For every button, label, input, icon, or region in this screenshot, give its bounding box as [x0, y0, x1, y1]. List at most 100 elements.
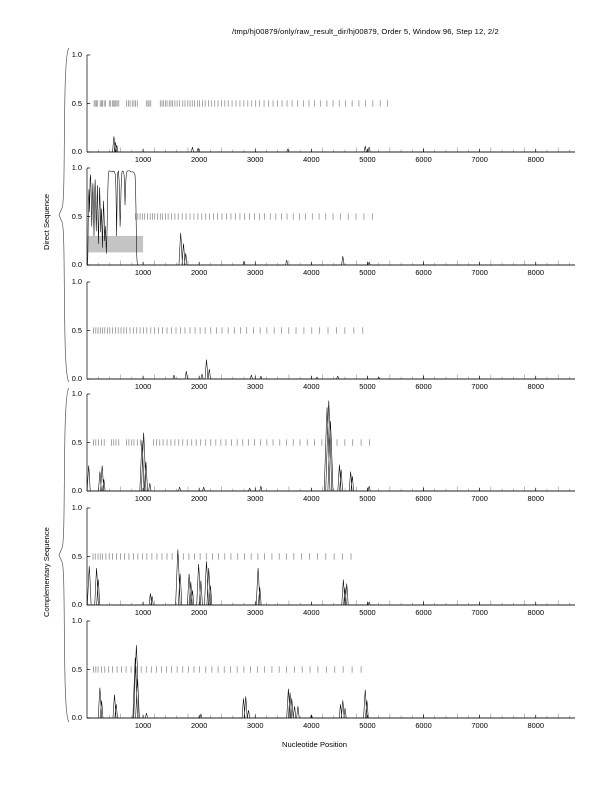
x-tick-label: 6000	[415, 155, 432, 164]
x-tick-label: 8000	[527, 268, 544, 277]
axis-spines	[86, 621, 575, 719]
x-tick-label: 3000	[247, 494, 264, 503]
x-tick-label: 8000	[527, 382, 544, 391]
x-tick-label: 2000	[190, 268, 208, 277]
x-axis-ticks	[142, 487, 537, 491]
data-trace	[87, 644, 575, 719]
x-tick-label: 5000	[359, 608, 376, 617]
x-tick-label: 4000	[303, 494, 320, 503]
data-trace	[87, 549, 575, 606]
y-tick-label: 0.0	[71, 486, 82, 495]
y-tick-label: 1.0	[71, 503, 82, 512]
axis-spines	[86, 394, 575, 492]
x-tick-label: 4000	[303, 268, 320, 277]
baseline-minor-ticks	[97, 260, 570, 265]
y-axis-ticks	[87, 167, 91, 266]
x-tick-label: 6000	[415, 268, 432, 277]
y-tick-label: 1.0	[71, 616, 82, 625]
y-axis-ticks	[87, 281, 91, 380]
axis-spines	[86, 168, 575, 266]
x-tick-label: 2000	[190, 721, 208, 730]
x-axis-ticks	[142, 148, 537, 152]
y-tick-label: 0.0	[71, 374, 82, 383]
x-tick-label: 5000	[359, 155, 376, 164]
x-tick-label: 7000	[471, 494, 488, 503]
axis-spines	[86, 508, 575, 606]
x-tick-label: 1000	[134, 155, 152, 164]
x-tick-label: 8000	[527, 721, 544, 730]
figure-title: /tmp/hj00879/only/raw_result_dir/hj00879…	[232, 27, 499, 36]
x-tick-label: 8000	[527, 155, 544, 164]
baseline-minor-ticks	[97, 374, 570, 379]
x-tick-label: 3000	[247, 155, 264, 164]
x-tick-label: 3000	[247, 608, 264, 617]
x-tick-label: 6000	[415, 608, 432, 617]
x-tick-label: 7000	[471, 608, 488, 617]
y-tick-label: 1.0	[71, 389, 82, 398]
x-tick-label: 4000	[303, 721, 320, 730]
y-axis-ticks	[87, 54, 91, 153]
x-tick-label: 2000	[190, 494, 208, 503]
x-tick-label: 3000	[247, 382, 264, 391]
y-tick-label: 0.5	[71, 551, 82, 561]
x-tick-label: 1000	[134, 608, 152, 617]
brace-complementary-sequence	[58, 387, 70, 723]
marker-tick-row	[93, 100, 388, 107]
data-trace-envelope	[87, 170, 138, 266]
x-tick-label: 1000	[134, 268, 152, 277]
y-axis-ticks	[87, 620, 91, 719]
x-axis-ticks	[142, 714, 537, 718]
x-axis-ticks	[142, 375, 537, 379]
x-axis-label: Nucleotide Position	[282, 740, 348, 749]
x-tick-label: 3000	[247, 268, 264, 277]
baseline-minor-ticks	[97, 486, 570, 491]
axis-spines	[86, 55, 575, 153]
y-tick-label: 0.5	[71, 325, 82, 335]
data-trace	[87, 359, 575, 380]
x-tick-label: 7000	[471, 155, 488, 164]
y-tick-label: 0.0	[71, 713, 82, 722]
x-tick-label: 2000	[190, 155, 208, 164]
x-axis-ticks	[142, 601, 537, 605]
x-tick-label: 4000	[303, 155, 320, 164]
shaded-region	[88, 235, 144, 253]
x-tick-label: 5000	[359, 382, 376, 391]
x-tick-label: 1000	[134, 721, 152, 730]
x-tick-label: 7000	[471, 382, 488, 391]
y-tick-label: 1.0	[71, 163, 82, 172]
x-axis-ticks	[142, 261, 537, 265]
marker-tick-row	[93, 327, 364, 334]
y-tick-label: 1.0	[71, 50, 82, 59]
x-tick-label: 1000	[134, 382, 152, 391]
x-tick-label: 6000	[415, 382, 432, 391]
data-trace	[86, 400, 575, 492]
marker-tick-row	[135, 213, 373, 220]
data-trace	[87, 232, 575, 266]
x-tick-label: 5000	[359, 494, 376, 503]
y-tick-label: 0.0	[71, 260, 82, 269]
x-tick-label: 4000	[303, 382, 320, 391]
y-axis-ticks	[87, 393, 91, 492]
x-tick-label: 5000	[359, 721, 376, 730]
x-tick-label: 7000	[471, 268, 488, 277]
y-tick-label: 0.5	[71, 211, 82, 221]
x-tick-label: 2000	[190, 608, 208, 617]
marker-tick-row	[93, 666, 362, 673]
brace-direct-sequence	[58, 47, 70, 383]
y-tick-label: 0.5	[71, 664, 82, 674]
y-tick-label: 1.0	[71, 277, 82, 286]
y-tick-label: 0.0	[71, 147, 82, 156]
x-tick-label: 6000	[415, 494, 432, 503]
x-tick-label: 5000	[359, 268, 376, 277]
x-tick-label: 3000	[247, 721, 264, 730]
x-tick-label: 8000	[527, 494, 544, 503]
x-tick-label: 2000	[190, 382, 208, 391]
axis-spines	[86, 282, 575, 380]
group-label-direct-sequence: Direct Sequence	[42, 193, 51, 250]
x-tick-label: 8000	[527, 608, 544, 617]
data-trace	[87, 136, 575, 153]
